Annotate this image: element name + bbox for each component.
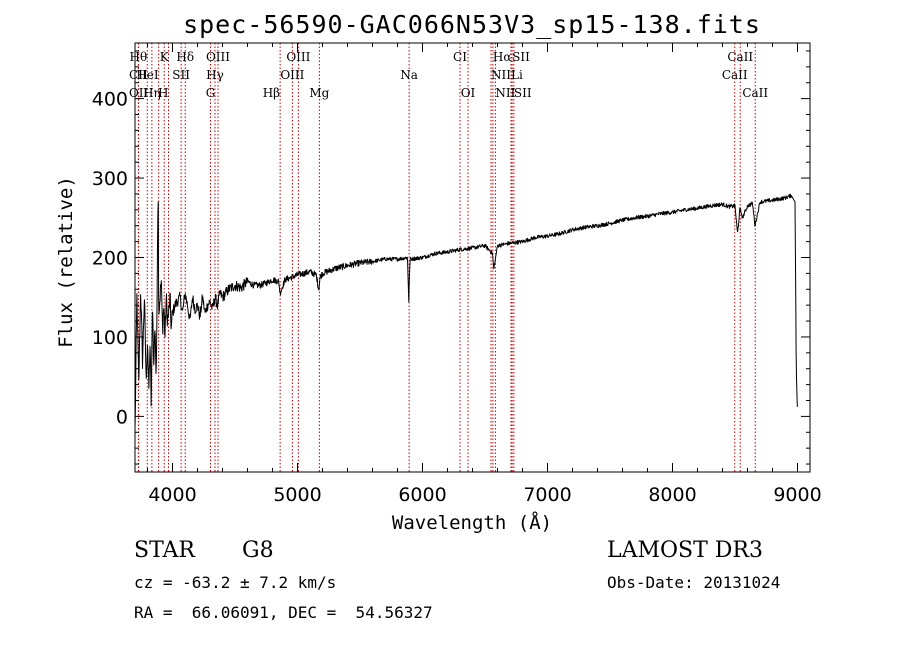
line-label: OII xyxy=(129,86,149,100)
line-label: CaII xyxy=(742,86,768,100)
object-subclass: G8 xyxy=(242,538,274,563)
x-tick-label: 6000 xyxy=(398,484,446,506)
redshift-velocity: cz = -63.2 ± 7.2 km/s xyxy=(134,573,337,592)
coordinates: RA = 66.06091, DEC = 54.56327 xyxy=(134,603,433,622)
y-axis-ticks: 0 100 200 300 400 xyxy=(92,50,810,465)
survey-name: LAMOST DR3 xyxy=(607,538,763,563)
line-label: Hγ xyxy=(206,68,224,82)
line-label: Hη xyxy=(143,86,161,100)
x-tick-label: 5000 xyxy=(273,484,321,506)
line-label: K xyxy=(160,50,170,64)
plot-frame xyxy=(134,42,811,473)
line-label: CaII xyxy=(722,68,748,82)
line-label: NII xyxy=(495,86,515,100)
line-label: OIII xyxy=(206,50,230,64)
line-label: Li xyxy=(511,68,523,82)
x-tick-label: 7000 xyxy=(523,484,571,506)
y-tick-label: 300 xyxy=(92,168,128,190)
line-label: G xyxy=(206,86,216,100)
line-label: SII xyxy=(512,50,530,64)
line-label: CII xyxy=(129,68,148,82)
x-tick-label: 9000 xyxy=(773,484,821,506)
line-label: CaII xyxy=(727,50,753,64)
line-label: OIII xyxy=(280,68,304,82)
line-label: OIII xyxy=(286,50,310,64)
line-label: Hδ xyxy=(176,50,194,64)
x-axis-label: Wavelength (Å) xyxy=(392,511,552,534)
x-tick-label: 4000 xyxy=(148,484,196,506)
line-label: Na xyxy=(400,68,418,82)
y-tick-label: 0 xyxy=(116,406,128,428)
line-label: OI xyxy=(461,86,476,100)
line-label: H xyxy=(158,86,168,100)
x-tick-label: 8000 xyxy=(648,484,696,506)
y-tick-label: 100 xyxy=(92,327,128,349)
line-label: Hα xyxy=(493,50,512,64)
y-axis-label: Flux (relative) xyxy=(55,176,77,348)
line-label: SII xyxy=(514,86,532,100)
line-label: CI xyxy=(453,50,467,64)
line-label: Hθ xyxy=(130,50,148,64)
line-label: Mg xyxy=(309,86,329,100)
spectrum-line xyxy=(134,193,798,430)
spectral-line-markers xyxy=(137,43,756,472)
line-label: HeI xyxy=(136,68,159,82)
line-label: Hβ xyxy=(263,86,280,100)
object-class: STAR xyxy=(134,538,195,563)
x-axis-ticks: 4000 5000 6000 7000 8000 9000 xyxy=(147,43,822,506)
y-tick-label: 400 xyxy=(92,89,128,111)
line-label: NII xyxy=(491,68,511,82)
observation-date: Obs-Date: 20131024 xyxy=(607,573,781,592)
line-label: SII xyxy=(172,68,190,82)
chart-title: spec-56590-GAC066N53V3_sp15-138.fits xyxy=(183,10,761,39)
y-tick-label: 200 xyxy=(92,248,128,270)
